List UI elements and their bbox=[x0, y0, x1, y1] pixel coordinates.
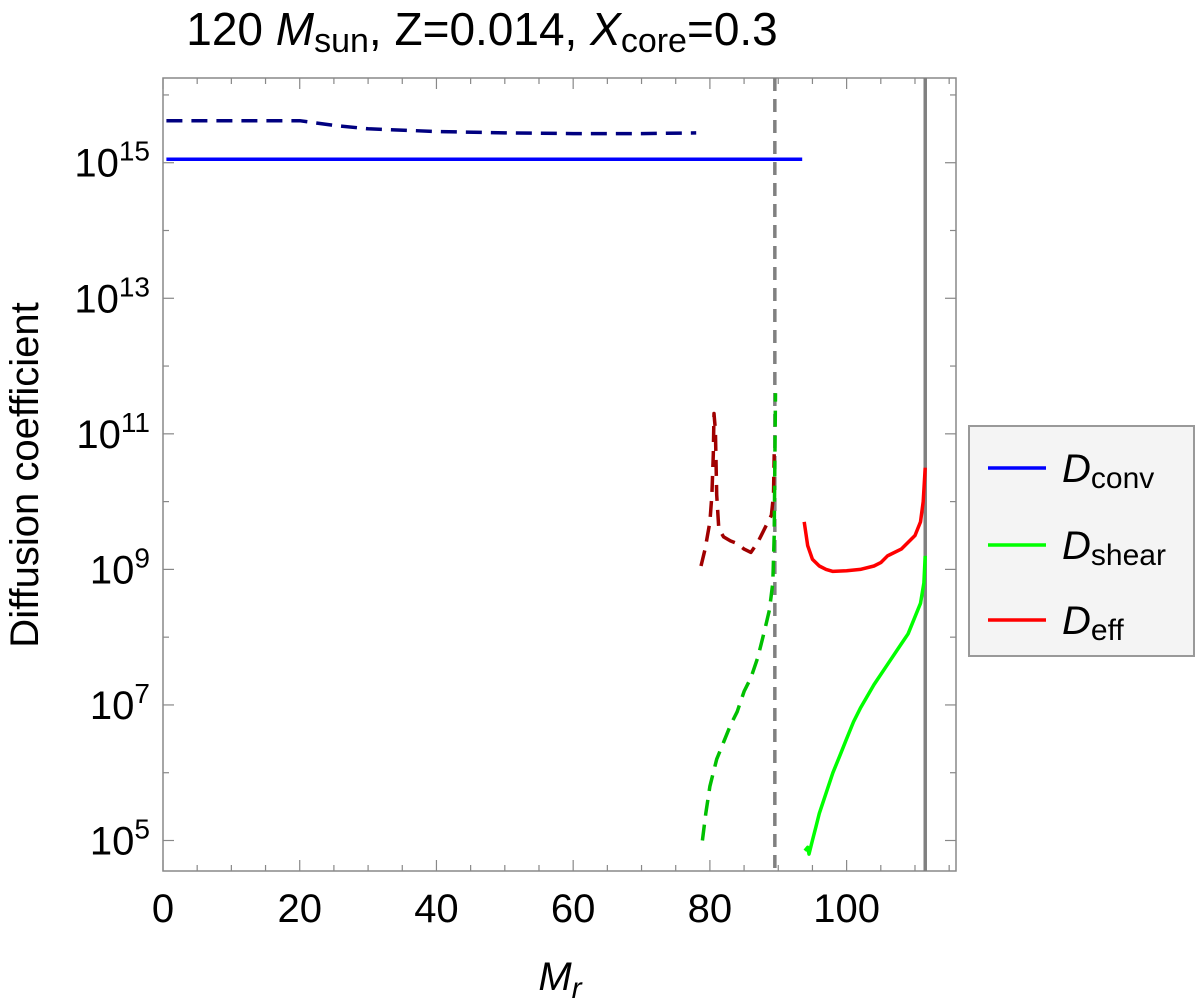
x-tick-label: 40 bbox=[414, 887, 459, 931]
x-tick-label: 20 bbox=[277, 887, 322, 931]
x-tick-label: 100 bbox=[813, 887, 880, 931]
legend-label-conv: Dconv bbox=[1062, 447, 1154, 495]
x-tick-label: 80 bbox=[688, 887, 733, 931]
y-tick-label: 105 bbox=[90, 814, 150, 864]
series-eff-solid bbox=[802, 467, 927, 574]
series-conv-dashed bbox=[166, 118, 697, 136]
y-axis-label: Diffusion coefficient bbox=[3, 302, 47, 647]
legend: Dconv Dshear Deff bbox=[968, 425, 1195, 657]
y-tick-label: 1013 bbox=[74, 271, 150, 321]
legend-item-shear: Dshear bbox=[988, 524, 1166, 572]
legend-item-conv: Dconv bbox=[988, 447, 1154, 495]
data-series bbox=[166, 118, 927, 856]
y-tick-label: 1011 bbox=[76, 407, 150, 457]
series-shear-dashed bbox=[700, 393, 778, 841]
reference-lines bbox=[773, 78, 927, 871]
legend-box bbox=[968, 425, 1195, 657]
series-shear-solid bbox=[803, 555, 927, 856]
y-tick-label: 1015 bbox=[74, 136, 150, 186]
y-tick-label: 107 bbox=[90, 678, 150, 728]
legend-label-eff: Deff bbox=[1062, 599, 1124, 647]
x-tick-label: 60 bbox=[551, 887, 596, 931]
legend-item-eff: Deff bbox=[988, 599, 1124, 647]
y-tick-label: 109 bbox=[90, 542, 150, 592]
x-tick-labels: 0 20 40 60 80 100 bbox=[152, 887, 880, 931]
legend-label-shear: Dshear bbox=[1062, 524, 1166, 572]
series-eff-dashed bbox=[699, 411, 776, 567]
axis-ticks bbox=[162, 78, 956, 871]
x-tick-label: 0 bbox=[152, 887, 174, 931]
x-axis-label: Mr bbox=[538, 955, 582, 1003]
chart-title: 120 Msun, Z=0.014, Xcore=0.3 bbox=[186, 3, 778, 60]
plot-frame bbox=[162, 77, 957, 872]
y-tick-labels: 105 107 109 1011 1013 1015 bbox=[74, 136, 150, 864]
